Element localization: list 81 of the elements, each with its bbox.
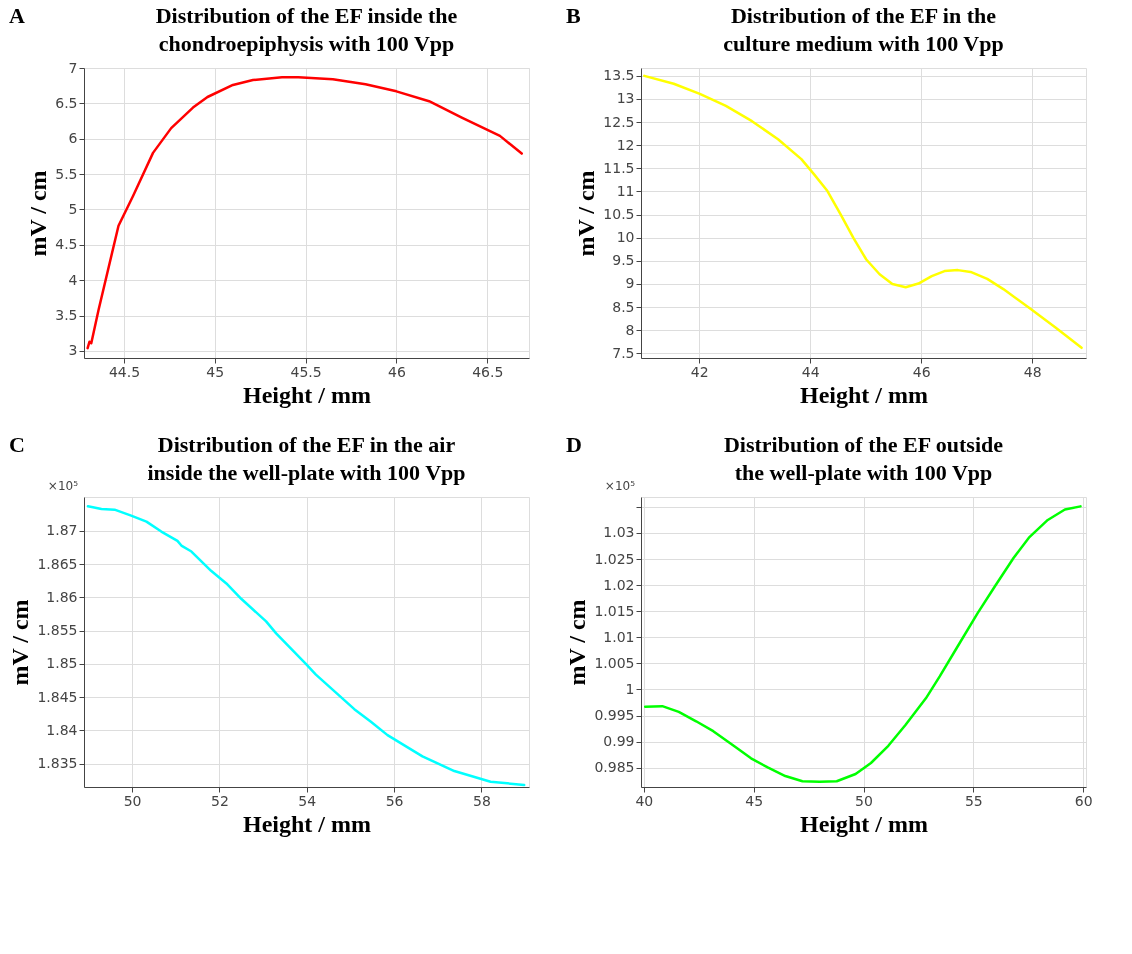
text: ×10⁵ (604, 479, 636, 493)
text: D (566, 432, 582, 457)
y-tick-label: 5.5 (55, 165, 78, 182)
y-tick-label: 5 (68, 200, 78, 217)
y-axis-title: mV / cm (573, 170, 600, 257)
y-tick-label: 3 (68, 342, 78, 359)
y-tick-label: 0.99 (603, 733, 635, 750)
x-tick-label: 52 (210, 792, 229, 809)
x-axis-title: Height / mm (243, 810, 371, 837)
x-tick-label: 48 (1023, 363, 1042, 380)
y-axis-title: mV / cm (25, 170, 52, 257)
y-tick-label: 12 (616, 136, 635, 153)
y-tick-label: 1.02 (603, 576, 635, 593)
y-tick-label: 11.5 (603, 159, 635, 176)
y-tick-label: 11 (616, 182, 635, 199)
x-tick-label: 45.5 (290, 363, 322, 380)
y-tick-label: 13 (616, 90, 635, 107)
line-series (643, 74, 1083, 350)
line-series (86, 505, 526, 787)
text: A (9, 3, 25, 28)
y-tick-label: 9 (625, 275, 635, 292)
y-tick-label: 1 (625, 680, 635, 697)
y-tick-label: 9.5 (612, 252, 635, 269)
x-tick-label: 40 (635, 792, 654, 809)
y-axis-title: mV / cm (564, 599, 591, 686)
line-series (86, 75, 523, 350)
y-tick-label: 10.5 (603, 206, 635, 223)
y-tick-label: 4 (68, 271, 78, 288)
y-tick-label: 12.5 (603, 113, 635, 130)
x-tick-label: 44 (801, 363, 820, 380)
y-tick-label: 8.5 (612, 298, 635, 315)
text: C (9, 432, 25, 457)
x-tick-label: 54 (298, 792, 317, 809)
chart-title: Distribution of the EF outside the well-plate with 100 Vpp (723, 432, 1004, 485)
y-tick-label: 1.855 (37, 622, 78, 639)
y-tick-label: 3.5 (55, 307, 78, 324)
y-tick-label: 1.87 (46, 522, 78, 539)
y-tick-label: 1.03 (603, 524, 635, 541)
text: B (566, 3, 581, 28)
y-tick-label: 8 (625, 321, 635, 338)
y-tick-label: 1.01 (603, 628, 635, 645)
line-series (643, 505, 1082, 784)
y-tick-label: 1.005 (594, 654, 635, 671)
x-tick-label: 60 (1074, 792, 1093, 809)
chart-title: Distribution of the EF in the air inside the well-plate with 100 Vpp (147, 432, 466, 485)
x-axis-title: Height / mm (800, 381, 928, 408)
y-tick-label: 6 (68, 130, 78, 147)
y-tick-label: 4.5 (55, 236, 78, 253)
x-tick-label: 45 (206, 363, 225, 380)
x-axis-title: Height / mm (243, 381, 371, 408)
y-tick-label: 1.84 (46, 721, 78, 738)
x-tick-label: 58 (472, 792, 491, 809)
x-tick-label: 46.5 (472, 363, 504, 380)
text: ×10⁵ (47, 479, 79, 493)
x-axis-title: Height / mm (800, 810, 928, 837)
y-tick-label: 7.5 (612, 344, 635, 361)
x-tick-label: 46 (387, 363, 406, 380)
chart-title: Distribution of the EF in the culture medium with 100 Vpp (723, 3, 1004, 56)
y-tick-label: 1.865 (37, 555, 78, 572)
y-tick-label: 6.5 (55, 94, 78, 111)
y-tick-label: 1.845 (37, 688, 78, 705)
x-tick-label: 56 (385, 792, 404, 809)
x-tick-label: 46 (912, 363, 931, 380)
x-tick-label: 45 (745, 792, 764, 809)
x-tick-label: 50 (123, 792, 142, 809)
y-tick-label: 1.835 (37, 755, 78, 772)
y-tick-label: 1.015 (594, 602, 635, 619)
y-tick-label: 13.5 (603, 67, 635, 84)
x-tick-label: 44.5 (108, 363, 141, 380)
y-tick-label: 1.025 (594, 550, 635, 567)
y-tick-label: 7 (68, 59, 78, 76)
y-tick-label: 0.995 (594, 707, 635, 724)
y-tick-label: 0.985 (594, 759, 635, 776)
y-tick-label: 1.86 (46, 588, 78, 605)
chart-title: Distribution of the EF inside the chondroepiphysis with 100 Vpp (155, 3, 458, 56)
y-tick-label: 1.85 (46, 655, 78, 672)
x-tick-label: 50 (855, 792, 873, 809)
y-tick-label: 10 (616, 229, 635, 246)
x-tick-label: 42 (690, 363, 709, 380)
x-tick-label: 55 (964, 792, 983, 809)
y-axis-title: mV / cm (7, 599, 34, 686)
